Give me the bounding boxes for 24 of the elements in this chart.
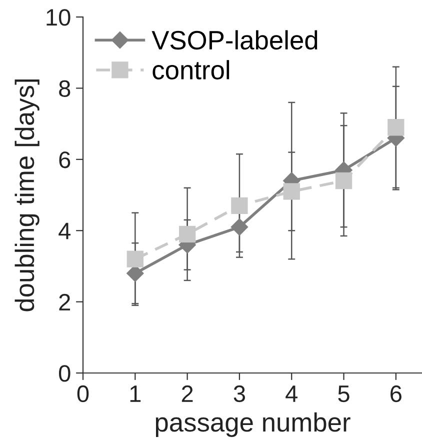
legend-label: control [152,60,230,80]
x-tick-label: 3 [234,385,245,402]
y-tick-label: 6 [59,151,70,168]
y-tick-label: 2 [59,294,70,310]
y-tick-label: 4 [58,222,71,240]
point [388,119,404,136]
point [231,197,248,214]
point [178,226,196,242]
y-tick-label: 8 [59,80,70,97]
x-tick-label: 1 [130,386,141,402]
point [335,172,352,190]
point [230,218,248,236]
x-tick-label: 0 [77,385,89,402]
x-tick-label: 4 [286,386,298,402]
point [126,250,144,268]
x-tick-label: 5 [338,386,350,402]
x-tick-label: 6 [390,385,402,402]
y-tick-label: 10 [46,9,70,26]
y-tick-label: 0 [58,365,70,382]
y-axis-title: doubling time [days] [14,80,40,312]
point [283,183,300,200]
x-axis-title: passage number [156,412,350,437]
x-tick-label: 2 [182,385,193,402]
legend-label: VSOP-labeled [152,30,318,50]
